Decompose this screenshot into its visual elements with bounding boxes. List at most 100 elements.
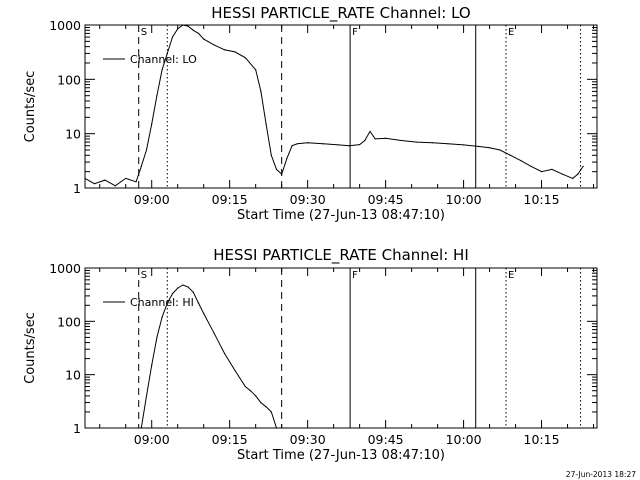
chart-0-series-point: [509, 154, 511, 156]
chart-0-series-point: [140, 165, 142, 167]
chart-0-series-point: [499, 149, 501, 151]
chart-1-x-tick-label: 09:15: [212, 432, 248, 447]
chart-1-x-axis-label: Start Time (27-Jun-13 08:47:10): [237, 448, 445, 463]
chart-1-series-point: [260, 401, 262, 404]
chart-0-y-tick-label: 1000: [49, 18, 81, 33]
chart-0-series-point: [540, 171, 543, 173]
chart-0-legend-label: Channel: LO: [130, 53, 197, 66]
chart-0-series-point: [151, 123, 153, 125]
chart-0-series-point: [374, 138, 376, 140]
chart-1-series-point: [223, 352, 226, 355]
chart-0-series-point: [192, 29, 194, 31]
chart-0-series-point: [286, 157, 288, 160]
chart-0-series-point: [447, 143, 449, 145]
chart-0-series-point: [161, 69, 163, 71]
chart-0-marker-label: S: [141, 27, 147, 38]
chart-0-title: HESSI PARTICLE_RATE Channel: LO: [211, 4, 470, 23]
chart-1-series-point: [177, 287, 179, 289]
chart-1-x-tick-label: 09:00: [134, 432, 170, 447]
chart-0-series-point: [348, 145, 350, 147]
chart-0-series-point: [307, 142, 309, 144]
chart-1-x-tick-label: 09:30: [290, 432, 326, 447]
chart-0-series-point: [171, 36, 174, 38]
chart-1-series-point: [182, 284, 184, 286]
chart-1-x-tick-label: 10:15: [524, 432, 560, 447]
chart-1-series-point: [151, 364, 153, 366]
chart-0-series-point: [281, 173, 283, 175]
chart-1-marker-label: F: [352, 270, 358, 281]
chart-1-series-point: [265, 406, 267, 408]
chart-0-series-point: [270, 154, 272, 156]
chart-0-series-point: [359, 143, 361, 146]
chart-1-series-point: [234, 369, 236, 372]
chart-0-marker-label: E: [508, 27, 514, 38]
chart-0-marker-label: F: [352, 27, 358, 38]
chart-1-marker-label: E: [508, 270, 514, 281]
chart-0-series-point: [166, 52, 168, 55]
chart-0-x-tick-label: 09:00: [134, 192, 170, 207]
chart-0-y-tick-label: 10: [65, 127, 81, 142]
chart-0-series-point: [338, 144, 340, 146]
chart-0-series-point: [182, 24, 184, 26]
chart-1-plot-frame: [84, 267, 598, 429]
chart-0-series-point: [93, 183, 96, 185]
chart-0-series-point: [478, 145, 480, 148]
chart-1-series-point: [166, 302, 168, 304]
chart-0-series-point: [561, 173, 563, 175]
chart-0-series-point: [177, 28, 179, 30]
chart-0-series-point: [114, 185, 116, 187]
chart-1-series-point: [249, 390, 252, 392]
chart-0-series-point: [400, 139, 402, 142]
chart-1-series-point: [156, 336, 158, 338]
chart-0-series-point: [275, 168, 278, 170]
chart-0-y-axis-label: Counts/sec: [23, 71, 38, 143]
chart-0-series-point: [125, 177, 127, 180]
chart-0-series-point: [416, 141, 418, 143]
chart-1-series-point: [270, 411, 272, 413]
chart-0-x-tick-label: 09:15: [212, 192, 248, 207]
chart-0-series-point: [572, 177, 574, 180]
chart-0-series-point: [84, 177, 86, 180]
chart-0-series-point: [223, 49, 226, 51]
chart-0-y-tick-label: 1: [73, 181, 81, 196]
chart-0-series-point: [104, 179, 106, 181]
chart-0-x-tick-label: 10:15: [524, 192, 560, 207]
chart-1-series-point: [197, 302, 200, 304]
chart-0-series-point: [577, 173, 579, 175]
chart-1-title: HESSI PARTICLE_RATE Channel: HI: [213, 246, 469, 265]
chart-0-series-point: [156, 95, 158, 97]
chart-1-y-axis-label: Counts/sec: [23, 312, 38, 384]
chart-0-series-point: [385, 137, 387, 139]
chart-0-series-line: [84, 24, 584, 187]
chart-1-series-point: [192, 291, 194, 293]
chart-0-series-point: [291, 145, 293, 147]
chart-0-series-point: [582, 165, 584, 167]
chart-panel-lo: HESSI PARTICLE_RATE Channel: LO 1 10 100 100…: [23, 4, 598, 223]
chart-1-series-point: [145, 395, 148, 397]
chart-0-series-point: [364, 139, 366, 142]
chart-0-series-point: [431, 142, 433, 144]
chart-1-series-point: [140, 427, 142, 429]
chart-1-x-tick-label: 10:00: [446, 432, 482, 447]
chart-0-series-point: [244, 57, 246, 59]
chart-1-series-point: [255, 395, 257, 397]
chart-0-series-point: [520, 159, 522, 162]
chart-0-x-axis-label: Start Time (27-Jun-13 08:47:10): [237, 208, 445, 223]
chart-0-series-point: [203, 38, 205, 40]
chart-0-series-point: [462, 144, 465, 146]
chart-1-series-point: [275, 427, 278, 429]
chart-0-series-point: [213, 44, 215, 46]
chart-0-series-point: [260, 90, 262, 92]
chart-0-x-tick-label: 09:45: [368, 192, 404, 207]
chart-0-x-tick-label: 09:30: [290, 192, 326, 207]
chart-0-series-point: [530, 165, 532, 167]
chart-0-series-point: [197, 32, 200, 35]
chart-0-series-point: [135, 181, 137, 183]
chart-0-y-tick-label: 100: [57, 72, 81, 87]
chart-0-series-point: [488, 147, 491, 149]
chart-0-series-point: [265, 123, 267, 125]
chart-0-series-point: [234, 51, 236, 53]
chart-1-series-point: [187, 286, 189, 288]
chart-0-series-point: [296, 143, 298, 145]
